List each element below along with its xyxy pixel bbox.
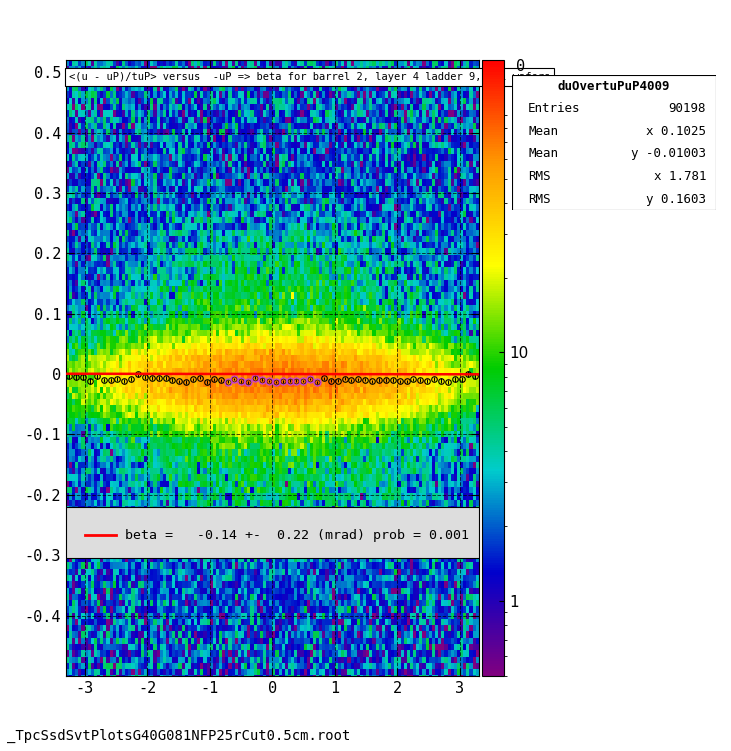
- Text: 0: 0: [516, 59, 525, 74]
- Text: <(u - uP)/tuP> versus  -uP => beta for barrel 2, layer 4 ladder 9, all wafers: <(u - uP)/tuP> versus -uP => beta for ba…: [69, 72, 550, 82]
- Text: _TpcSsdSvtPlotsG40G081NFP25rCut0.5cm.root: _TpcSsdSvtPlotsG40G081NFP25rCut0.5cm.roo…: [7, 729, 351, 743]
- Text: RMS: RMS: [528, 170, 550, 183]
- Text: Mean: Mean: [528, 147, 558, 161]
- Text: x 0.1025: x 0.1025: [646, 125, 706, 138]
- Text: duOvertuPuP4009: duOvertuPuP4009: [558, 80, 670, 93]
- Text: Entries: Entries: [528, 102, 580, 116]
- Text: y -0.01003: y -0.01003: [631, 147, 706, 161]
- Bar: [66, 507, 479, 558]
- Text: RMS: RMS: [528, 192, 550, 206]
- Text: 90198: 90198: [669, 102, 706, 116]
- Text: x 1.781: x 1.781: [654, 170, 706, 183]
- Text: Mean: Mean: [528, 125, 558, 138]
- Text: beta =   -0.14 +-  0.22 (mrad) prob = 0.001: beta = -0.14 +- 0.22 (mrad) prob = 0.001: [125, 529, 469, 541]
- Text: y 0.1603: y 0.1603: [646, 192, 706, 206]
